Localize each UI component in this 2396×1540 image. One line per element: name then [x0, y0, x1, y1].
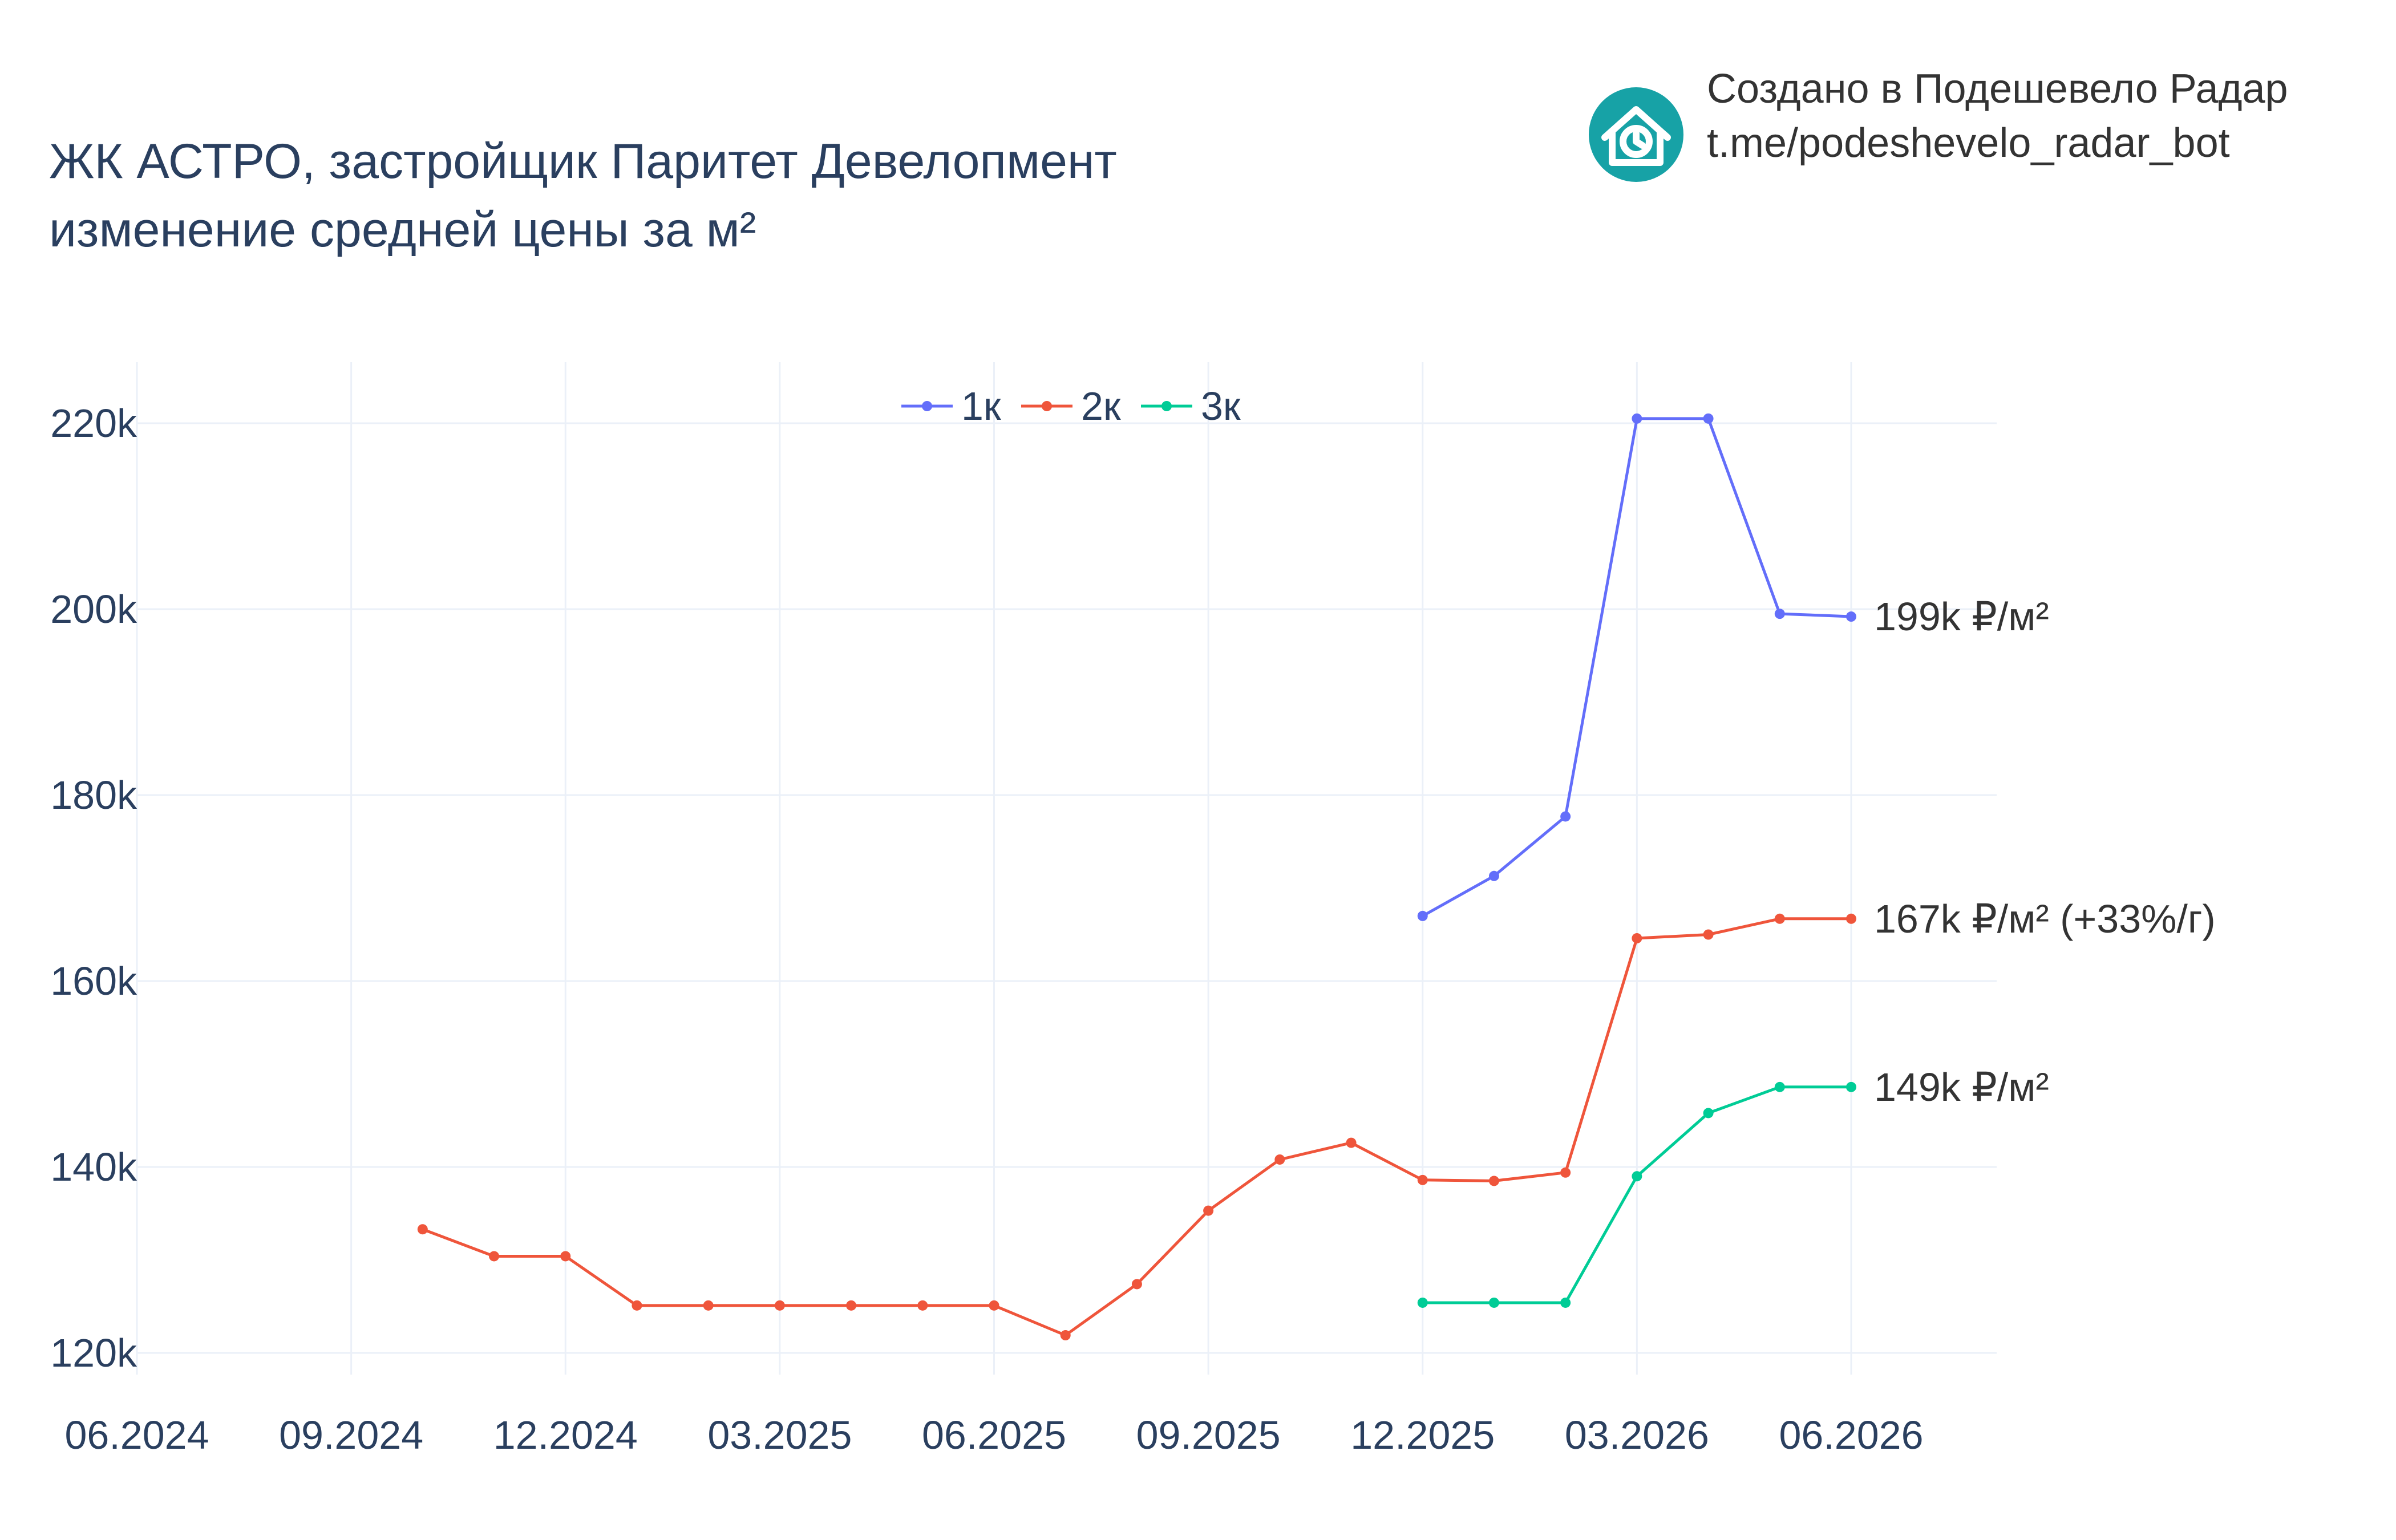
data-point[interactable]: [1274, 1154, 1285, 1165]
y-tick-label: 140k: [50, 1145, 137, 1189]
data-point[interactable]: [917, 1300, 928, 1311]
x-tick-label: 12.2024: [493, 1413, 638, 1457]
data-point[interactable]: [1703, 929, 1714, 940]
legend-marker: [1161, 401, 1172, 411]
x-tick-label: 03.2026: [1565, 1413, 1709, 1457]
data-point[interactable]: [1417, 1297, 1428, 1308]
x-tick-label: 06.2026: [1779, 1413, 1923, 1457]
y-axis: 120k 140k 160k 180k 200k 220k: [50, 401, 137, 1375]
data-point[interactable]: [846, 1300, 857, 1311]
data-point[interactable]: [560, 1251, 571, 1262]
brand-link[interactable]: t.me/podeshevelo_radar_bot: [1707, 120, 2230, 166]
legend-item[interactable]: 1к: [901, 384, 1001, 428]
legend[interactable]: 1к 2к 3к: [901, 384, 1241, 428]
y-tick-label: 160k: [50, 959, 137, 1003]
data-point[interactable]: [417, 1224, 428, 1235]
data-point[interactable]: [1632, 413, 1642, 424]
data-point[interactable]: [1632, 1171, 1642, 1182]
data-point[interactable]: [1417, 910, 1428, 921]
data-point[interactable]: [1488, 1176, 1499, 1186]
y-tick-label: 180k: [50, 773, 137, 817]
legend-marker: [1042, 401, 1052, 411]
data-point[interactable]: [1560, 1297, 1571, 1308]
data-point[interactable]: [1060, 1330, 1071, 1341]
data-point[interactable]: [1131, 1279, 1142, 1290]
data-point[interactable]: [1560, 1167, 1571, 1178]
x-axis: 06.2024 09.2024 12.2024 03.2025 06.2025 09.20…: [64, 1413, 1923, 1457]
grid: [136, 362, 1997, 1375]
data-point[interactable]: [1774, 913, 1785, 924]
data-point[interactable]: [1846, 913, 1856, 924]
data-point[interactable]: [1703, 413, 1714, 424]
house-clock-icon: [1601, 106, 1671, 166]
legend-item[interactable]: 2к: [1021, 384, 1121, 428]
legend-label: 2к: [1081, 384, 1121, 428]
brand-name: Создано в Подешевело Радар: [1707, 66, 2288, 112]
y-tick-label: 120k: [50, 1331, 137, 1375]
data-point[interactable]: [1560, 811, 1571, 822]
y-tick-label: 220k: [50, 401, 137, 445]
series-end-label: 199k ₽/м²: [1874, 594, 2049, 639]
x-tick-label: 09.2025: [1136, 1413, 1281, 1457]
x-tick-label: 03.2025: [707, 1413, 852, 1457]
x-tick-label: 09.2024: [279, 1413, 423, 1457]
data-point[interactable]: [1488, 870, 1499, 881]
legend-label: 1к: [961, 384, 1001, 428]
data-point[interactable]: [1846, 611, 1856, 622]
data-point[interactable]: [1774, 1081, 1785, 1092]
data-point[interactable]: [1417, 1174, 1428, 1185]
data-point[interactable]: [1774, 609, 1785, 619]
data-point[interactable]: [1346, 1137, 1357, 1148]
x-tick-label: 06.2024: [64, 1413, 209, 1457]
data-point[interactable]: [632, 1300, 642, 1311]
data-point[interactable]: [1846, 1081, 1856, 1092]
series-lines: [417, 413, 1856, 1341]
data-point[interactable]: [489, 1251, 500, 1262]
brand-badge[interactable]: Создано в Подешевело Радар t.me/podeshev…: [1589, 66, 2288, 182]
legend-label: 3к: [1201, 384, 1241, 428]
x-tick-label: 12.2025: [1350, 1413, 1495, 1457]
legend-item[interactable]: 3к: [1141, 384, 1241, 428]
data-point[interactable]: [1203, 1205, 1214, 1216]
x-tick-label: 06.2025: [922, 1413, 1066, 1457]
legend-marker: [922, 401, 932, 411]
series-end-label: 149k ₽/м²: [1874, 1065, 2049, 1109]
chart-title-line2: изменение средней цены за м²: [49, 202, 756, 257]
chart-title-line1: ЖК АСТРО, застройщик Паритет Девелопмент: [49, 134, 1117, 189]
data-point[interactable]: [989, 1300, 999, 1311]
data-point[interactable]: [774, 1300, 785, 1311]
data-point[interactable]: [1488, 1297, 1499, 1308]
data-point[interactable]: [1703, 1108, 1714, 1118]
data-point[interactable]: [703, 1300, 714, 1311]
end-labels: 199k ₽/м² 167k ₽/м² (+33%/г) 149k ₽/м²: [1874, 594, 2216, 1109]
data-point[interactable]: [1632, 933, 1642, 944]
y-tick-label: 200k: [50, 587, 137, 631]
series-end-label: 167k ₽/м² (+33%/г): [1874, 897, 2216, 941]
